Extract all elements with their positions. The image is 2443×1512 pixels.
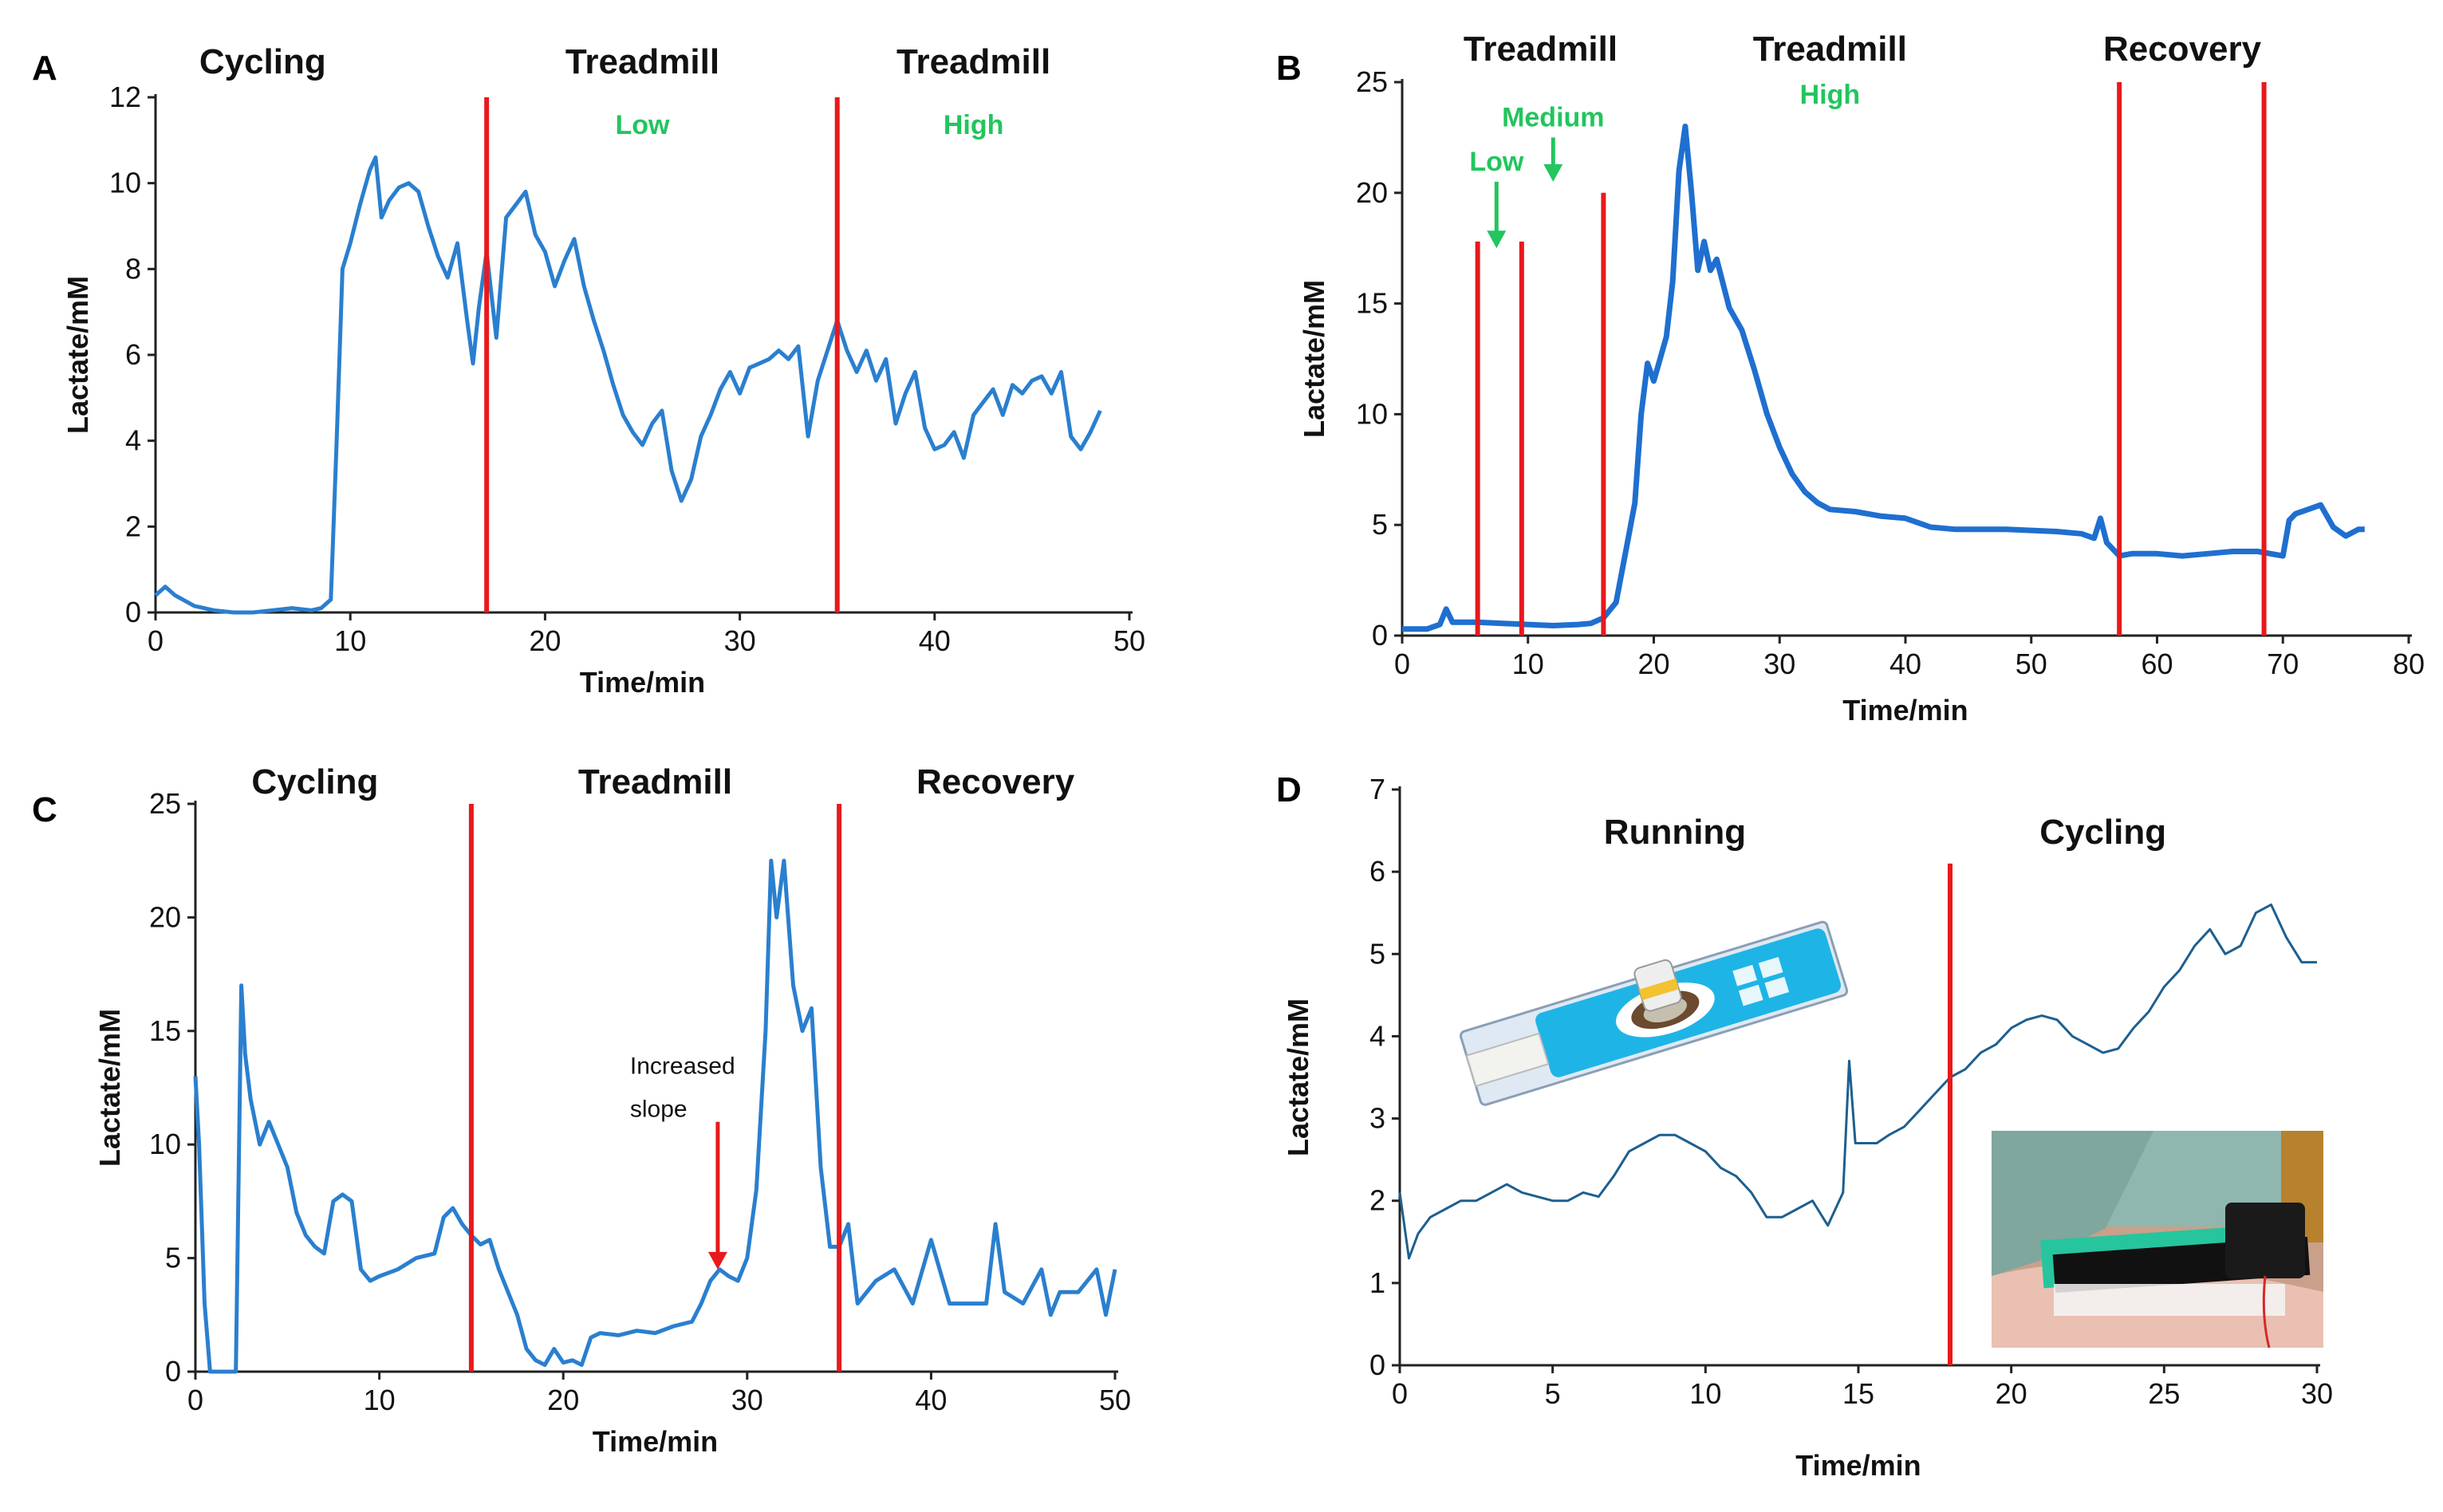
arrow-label: Medium xyxy=(1502,102,1604,132)
y-tick-label: 25 xyxy=(149,787,181,820)
x-tick-label: 20 xyxy=(547,1384,579,1416)
x-tick-label: 50 xyxy=(1113,624,1145,657)
x-axis-title: Time/min xyxy=(593,1425,718,1458)
phase-label: Treadmill xyxy=(565,42,719,81)
y-tick-label: 0 xyxy=(1369,1349,1385,1381)
phase-label: Recovery xyxy=(2103,30,2262,69)
y-tick-label: 10 xyxy=(149,1128,181,1160)
x-tick-label: 10 xyxy=(1689,1377,1721,1410)
panel-letter-d: D xyxy=(1276,770,1302,809)
phase-label: Cycling xyxy=(251,762,378,801)
y-tick-label: 10 xyxy=(109,167,141,199)
x-tick-label: 40 xyxy=(915,1384,947,1416)
x-tick-label: 60 xyxy=(2141,648,2173,680)
y-tick-label: 0 xyxy=(165,1355,181,1388)
panel-letter-a: A xyxy=(32,49,57,88)
y-tick-label: 3 xyxy=(1369,1102,1385,1135)
panel-a: A 0 2 4 6 8 10 12 0 10 20 30 40 50 Time/min Lactate/mM C… xyxy=(32,42,1145,699)
x-tick-label: 25 xyxy=(2148,1377,2180,1410)
wearable-sensor-photo xyxy=(1992,1131,2323,1349)
x-tick-label: 0 xyxy=(1392,1377,1408,1410)
y-tick-label: 15 xyxy=(149,1014,181,1047)
lactate-series-line xyxy=(1402,124,2365,632)
panel-d: D 0 1 2 3 4 5 6 7 0 5 10 15 20 25 30 Time/min Lactate/mM R… xyxy=(1276,770,2333,1482)
x-axis-title: Time/min xyxy=(1795,1449,1921,1482)
x-tick-label: 5 xyxy=(1545,1377,1561,1410)
y-axis-title: Lactate/mM xyxy=(1298,280,1330,438)
panel-b: B 0 5 10 15 20 25 0 10 20 30 40 50 60 70 80 Time/min Lact… xyxy=(1276,30,2425,726)
x-tick-label: 70 xyxy=(2267,648,2299,680)
x-tick-label: 0 xyxy=(187,1384,203,1416)
x-tick-label: 10 xyxy=(334,624,366,657)
x-tick-label: 40 xyxy=(919,624,951,657)
y-axis-title: Lactate/mM xyxy=(1282,998,1314,1156)
x-tick-label: 10 xyxy=(1512,648,1544,680)
y-tick-label: 4 xyxy=(1369,1019,1385,1052)
arrow-annotation-text: slope xyxy=(630,1097,688,1123)
x-tick-label: 10 xyxy=(364,1384,396,1416)
y-tick-label: 8 xyxy=(125,252,141,285)
x-tick-label: 80 xyxy=(2393,648,2425,680)
phase-label: Treadmill xyxy=(896,42,1050,81)
x-tick-label: 0 xyxy=(1394,648,1410,680)
phase-label: Cycling xyxy=(2039,813,2166,852)
x-tick-label: 40 xyxy=(1889,648,1921,680)
y-tick-label: 2 xyxy=(1369,1184,1385,1217)
y-tick-label: 12 xyxy=(109,81,141,113)
phase-label: Recovery xyxy=(916,762,1075,801)
y-tick-label: 1 xyxy=(1369,1266,1385,1299)
phase-label: Treadmill xyxy=(1464,30,1618,69)
x-tick-label: 20 xyxy=(1637,648,1669,680)
x-tick-label: 30 xyxy=(731,1384,763,1416)
panel-c: C 0 5 10 15 20 25 0 10 20 30 40 50 Time/min Lactate/mM… xyxy=(32,762,1131,1458)
arrow-label: Low xyxy=(1469,147,1524,177)
x-tick-label: 50 xyxy=(1099,1384,1131,1416)
annotation-arrow-head xyxy=(1487,230,1507,249)
y-tick-label: 0 xyxy=(125,596,141,628)
y-tick-label: 0 xyxy=(1372,619,1388,652)
phase-label: Running xyxy=(1604,813,1746,852)
phase-label: Treadmill xyxy=(578,762,732,801)
annotation-arrow-head xyxy=(707,1251,727,1270)
y-tick-label: 5 xyxy=(1369,937,1385,970)
y-tick-label: 7 xyxy=(1369,773,1385,805)
panel-letter-b: B xyxy=(1276,49,1302,88)
y-axis-title: Lactate/mM xyxy=(61,276,94,434)
y-tick-label: 5 xyxy=(165,1242,181,1274)
lactate-series-line xyxy=(154,155,1102,615)
phase-label: Cycling xyxy=(199,42,326,81)
panel-letter-c: C xyxy=(32,790,57,829)
arrow-annotation-text: Increased xyxy=(630,1053,735,1080)
y-tick-label: 2 xyxy=(125,510,141,542)
y-tick-label: 20 xyxy=(149,900,181,933)
x-tick-label: 0 xyxy=(148,624,164,657)
y-axis-title: Lactate/mM xyxy=(93,1009,126,1167)
lactate-series-line xyxy=(1398,903,2317,1260)
x-tick-label: 20 xyxy=(1996,1377,2027,1410)
x-tick-label: 30 xyxy=(2301,1377,2333,1410)
y-tick-label: 4 xyxy=(125,424,141,457)
y-tick-label: 15 xyxy=(1356,287,1388,320)
intensity-label: High xyxy=(944,110,1004,140)
x-tick-label: 30 xyxy=(724,624,756,657)
annotation-arrow-head xyxy=(1543,163,1563,182)
y-tick-label: 20 xyxy=(1356,176,1388,209)
y-tick-label: 25 xyxy=(1356,65,1388,98)
lactate-series-line xyxy=(193,858,1117,1374)
intensity-label: Low xyxy=(616,110,671,140)
test-strip-illustration xyxy=(1459,920,1849,1106)
y-tick-label: 5 xyxy=(1372,508,1388,541)
y-tick-label: 6 xyxy=(1369,855,1385,888)
x-tick-label: 50 xyxy=(2015,648,2047,680)
x-axis-title: Time/min xyxy=(1842,694,1968,726)
y-tick-label: 6 xyxy=(125,338,141,371)
y-tick-label: 10 xyxy=(1356,397,1388,430)
x-axis-title: Time/min xyxy=(580,666,705,699)
x-tick-label: 20 xyxy=(529,624,561,657)
phase-label: Treadmill xyxy=(1753,30,1907,69)
x-tick-label: 15 xyxy=(1842,1377,1874,1410)
intensity-label: High xyxy=(1800,80,1861,110)
x-tick-label: 30 xyxy=(1763,648,1795,680)
